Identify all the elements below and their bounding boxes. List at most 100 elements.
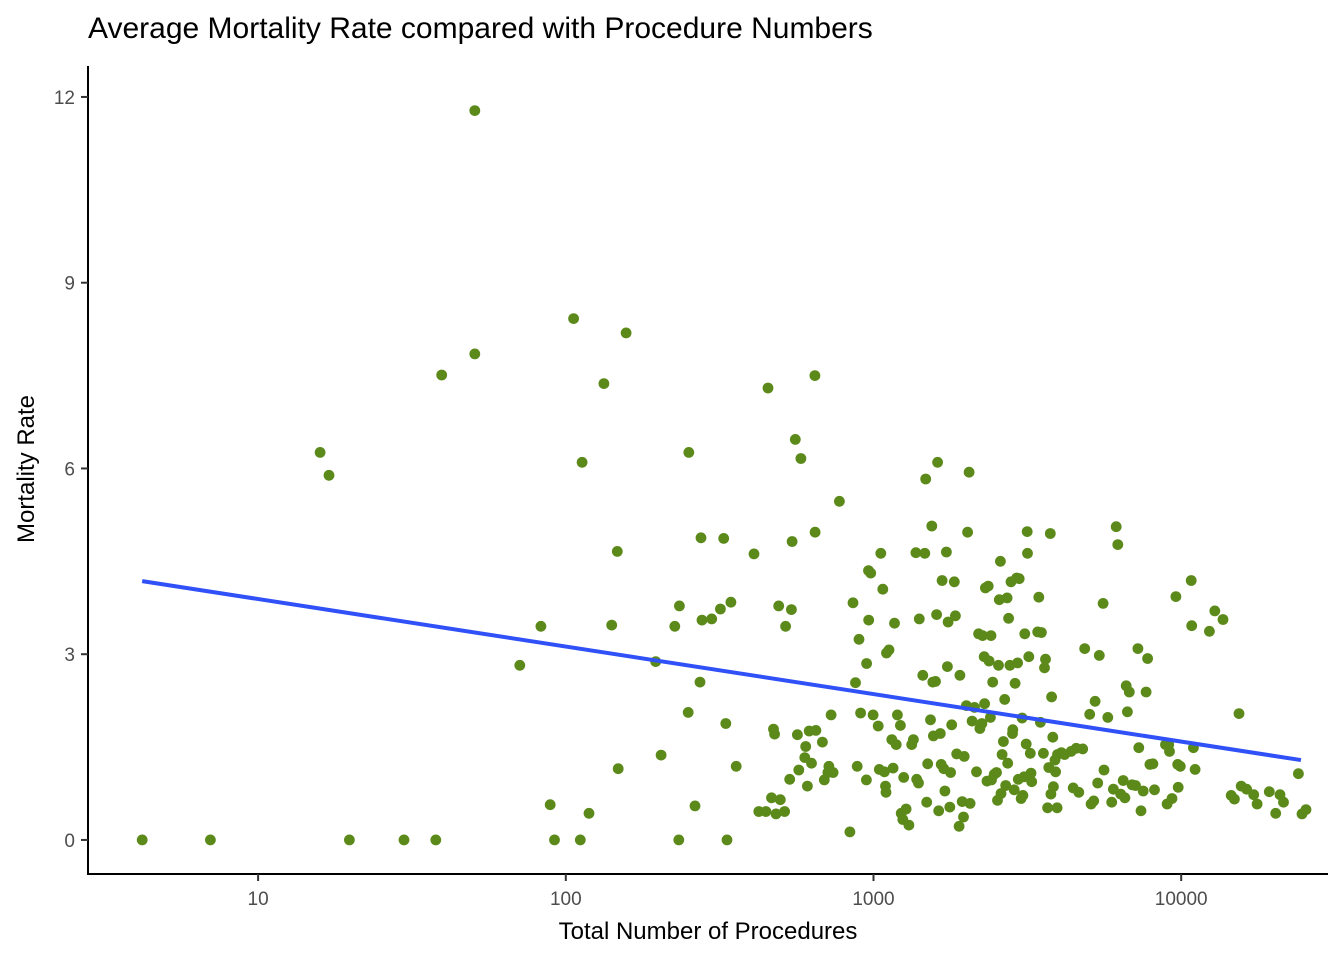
- data-point: [1204, 625, 1215, 637]
- data-point: [398, 834, 410, 846]
- data-point: [850, 677, 861, 689]
- y-tick-label: 6: [64, 459, 75, 480]
- data-point: [979, 698, 990, 710]
- data-point: [786, 604, 797, 615]
- data-point: [995, 555, 1006, 567]
- data-point: [549, 834, 560, 846]
- data-point: [985, 630, 997, 641]
- data-point: [934, 728, 946, 739]
- data-point: [817, 736, 828, 748]
- data-point: [1251, 798, 1263, 810]
- data-point: [946, 719, 958, 731]
- data-point: [996, 749, 1008, 760]
- x-tick-label: 10000: [1155, 889, 1208, 910]
- data-point: [1007, 724, 1019, 736]
- data-point: [920, 473, 932, 485]
- data-point: [1073, 786, 1085, 798]
- data-point: [887, 762, 899, 774]
- data-point: [1097, 598, 1109, 609]
- data-point: [1278, 796, 1289, 808]
- data-point: [1123, 686, 1135, 698]
- data-point: [932, 456, 943, 468]
- data-point: [1209, 605, 1221, 617]
- data-point: [784, 773, 796, 785]
- data-point: [718, 533, 730, 544]
- data-point: [689, 800, 701, 812]
- data-point: [769, 728, 780, 740]
- data-point: [964, 798, 976, 809]
- data-point: [879, 766, 890, 778]
- data-point: [673, 834, 685, 846]
- data-point: [1233, 708, 1245, 719]
- data-point: [1084, 708, 1096, 720]
- data-point: [925, 714, 936, 726]
- y-tick-label: 12: [54, 88, 75, 109]
- data-point: [695, 532, 707, 544]
- data-point: [1147, 758, 1159, 770]
- data-point: [903, 819, 915, 831]
- data-point: [809, 526, 821, 538]
- data-point: [770, 808, 782, 820]
- data-point: [931, 609, 942, 620]
- data-point: [939, 785, 951, 797]
- data-point: [930, 676, 941, 687]
- data-point: [1102, 712, 1114, 723]
- data-point: [1038, 747, 1049, 759]
- data-point: [611, 546, 623, 557]
- data-point: [1248, 789, 1260, 801]
- data-point: [1119, 792, 1131, 804]
- y-axis-title: Mortality Rate: [13, 395, 40, 543]
- data-point: [748, 548, 760, 560]
- data-point: [895, 720, 906, 731]
- data-point: [1174, 760, 1186, 772]
- data-point: [1048, 781, 1059, 793]
- data-point: [1009, 677, 1021, 689]
- trend-line-layer: [141, 579, 1302, 763]
- data-point: [1077, 743, 1089, 755]
- data-point: [1024, 747, 1036, 759]
- data-point: [877, 583, 889, 595]
- points-layer: [136, 105, 1312, 846]
- data-point: [793, 764, 805, 776]
- data-point: [786, 536, 798, 547]
- y-tick-label: 9: [64, 274, 75, 295]
- data-point: [598, 378, 610, 389]
- data-point: [800, 741, 812, 752]
- data-point: [919, 547, 931, 559]
- data-point: [1017, 790, 1029, 801]
- data-point: [890, 739, 902, 750]
- data-point: [1013, 573, 1025, 585]
- data-point: [612, 763, 624, 775]
- data-point: [926, 520, 938, 532]
- data-point: [921, 796, 933, 808]
- data-point: [851, 760, 863, 772]
- data-point: [682, 707, 694, 718]
- data-point: [863, 614, 875, 626]
- data-point: [1112, 539, 1124, 550]
- data-point: [762, 382, 774, 394]
- data-point: [1019, 628, 1031, 640]
- data-point: [314, 447, 326, 458]
- data-point: [696, 614, 708, 626]
- data-point: [1164, 746, 1175, 757]
- data-point: [655, 749, 667, 761]
- chart-title: Average Mortality Rate compared with Pro…: [88, 12, 873, 45]
- data-point: [1137, 785, 1149, 797]
- data-point: [715, 603, 726, 615]
- data-point: [1026, 776, 1038, 788]
- data-point: [917, 669, 929, 681]
- data-point: [795, 453, 807, 464]
- data-point: [933, 805, 945, 817]
- data-point: [1106, 796, 1118, 808]
- data-point: [1044, 528, 1056, 539]
- data-point: [875, 547, 887, 559]
- data-point: [810, 725, 822, 736]
- data-point: [889, 617, 900, 629]
- data-point: [1040, 653, 1051, 665]
- data-point: [436, 369, 448, 381]
- data-point: [1020, 738, 1032, 750]
- data-point: [1050, 766, 1061, 778]
- data-point: [892, 709, 903, 721]
- x-axis-title: Total Number of Procedures: [559, 918, 858, 945]
